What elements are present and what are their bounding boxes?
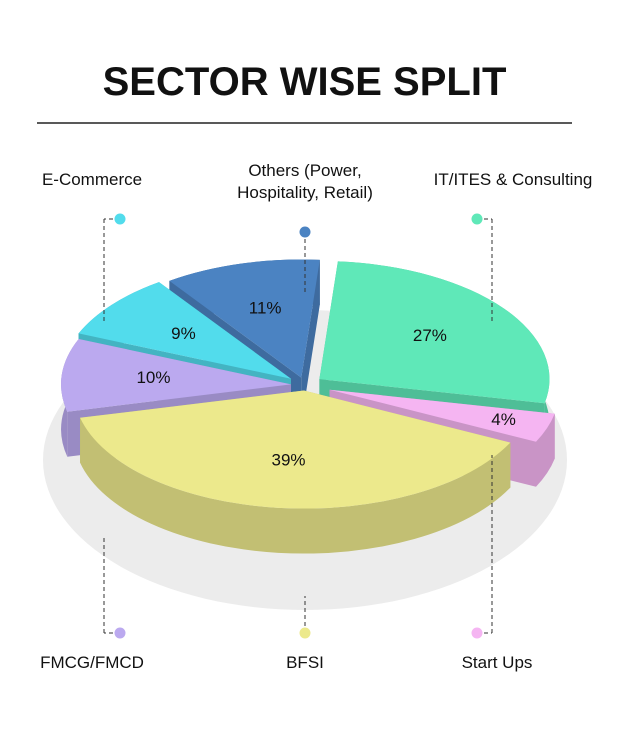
slice — [169, 259, 320, 378]
legend-label: E-Commerce — [41, 170, 143, 189]
chart-title: SECTOR WISE SPLIT — [102, 60, 507, 104]
slice — [61, 339, 291, 412]
legend-label: Start Ups — [461, 653, 533, 672]
slice — [329, 389, 555, 442]
value-label: 9% — [171, 324, 196, 343]
legend-dot — [114, 213, 126, 225]
legend-dot — [299, 627, 311, 639]
legend-label: BFSI — [286, 653, 324, 672]
value-label: 10% — [136, 368, 170, 387]
legend-dot — [114, 627, 126, 639]
value-label: 39% — [271, 450, 305, 469]
slice — [319, 261, 550, 404]
legend-dot — [471, 213, 483, 225]
value-label: 11% — [249, 299, 282, 318]
slice — [78, 282, 291, 379]
legend-dot — [471, 627, 483, 639]
slice — [80, 390, 511, 509]
slice-wall — [80, 417, 511, 554]
legend-label: IT/ITES & Consulting — [433, 170, 593, 189]
legend-dot — [299, 226, 311, 238]
legend-label: FMCG/FMCD — [40, 653, 144, 672]
value-label: 4% — [491, 410, 516, 429]
value-label: 27% — [413, 326, 447, 345]
legend-label: Others (Power, Hospitality, Retail) — [237, 161, 373, 202]
slice-wall — [536, 413, 555, 487]
